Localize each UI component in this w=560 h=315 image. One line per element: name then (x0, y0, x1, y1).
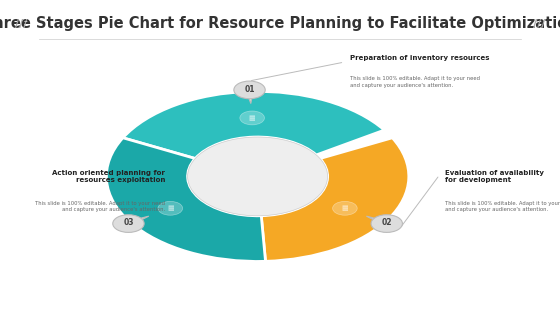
Text: This slide is 100% editable. Adapt it to your need
and capture your audience's a: This slide is 100% editable. Adapt it to… (350, 76, 480, 88)
Circle shape (113, 215, 144, 232)
Text: ▦: ▦ (167, 205, 174, 211)
Text: 03: 03 (123, 218, 134, 227)
Text: ▦: ▦ (342, 205, 348, 211)
Polygon shape (366, 216, 400, 230)
Circle shape (188, 137, 328, 216)
Text: ▦: ▦ (249, 115, 255, 121)
Circle shape (158, 201, 183, 215)
Text: Evaluation of availability
for development: Evaluation of availability for developme… (445, 170, 544, 183)
Text: This slide is 100% editable. Adapt it to your need
and capture your audience's a: This slide is 100% editable. Adapt it to… (445, 201, 560, 212)
Wedge shape (106, 138, 265, 261)
Text: 02: 02 (381, 218, 392, 227)
Text: ///: /// (15, 19, 27, 29)
Polygon shape (243, 83, 255, 104)
Text: ///: /// (533, 19, 545, 29)
Text: 01: 01 (244, 85, 255, 94)
Circle shape (234, 81, 265, 99)
Text: Action oriented planning for
resources exploitation: Action oriented planning for resources e… (52, 170, 165, 183)
Circle shape (371, 215, 403, 232)
Polygon shape (115, 216, 149, 230)
Text: Preparation of inventory resources: Preparation of inventory resources (350, 55, 489, 61)
Text: This slide is 100% editable. Adapt it to your need
and capture your audience's a: This slide is 100% editable. Adapt it to… (35, 201, 165, 212)
Wedge shape (123, 91, 384, 158)
Text: Three Stages Pie Chart for Resource Planning to Facilitate Optimization: Three Stages Pie Chart for Resource Plan… (0, 16, 560, 31)
Circle shape (240, 111, 264, 125)
Wedge shape (262, 138, 409, 261)
Circle shape (333, 201, 357, 215)
